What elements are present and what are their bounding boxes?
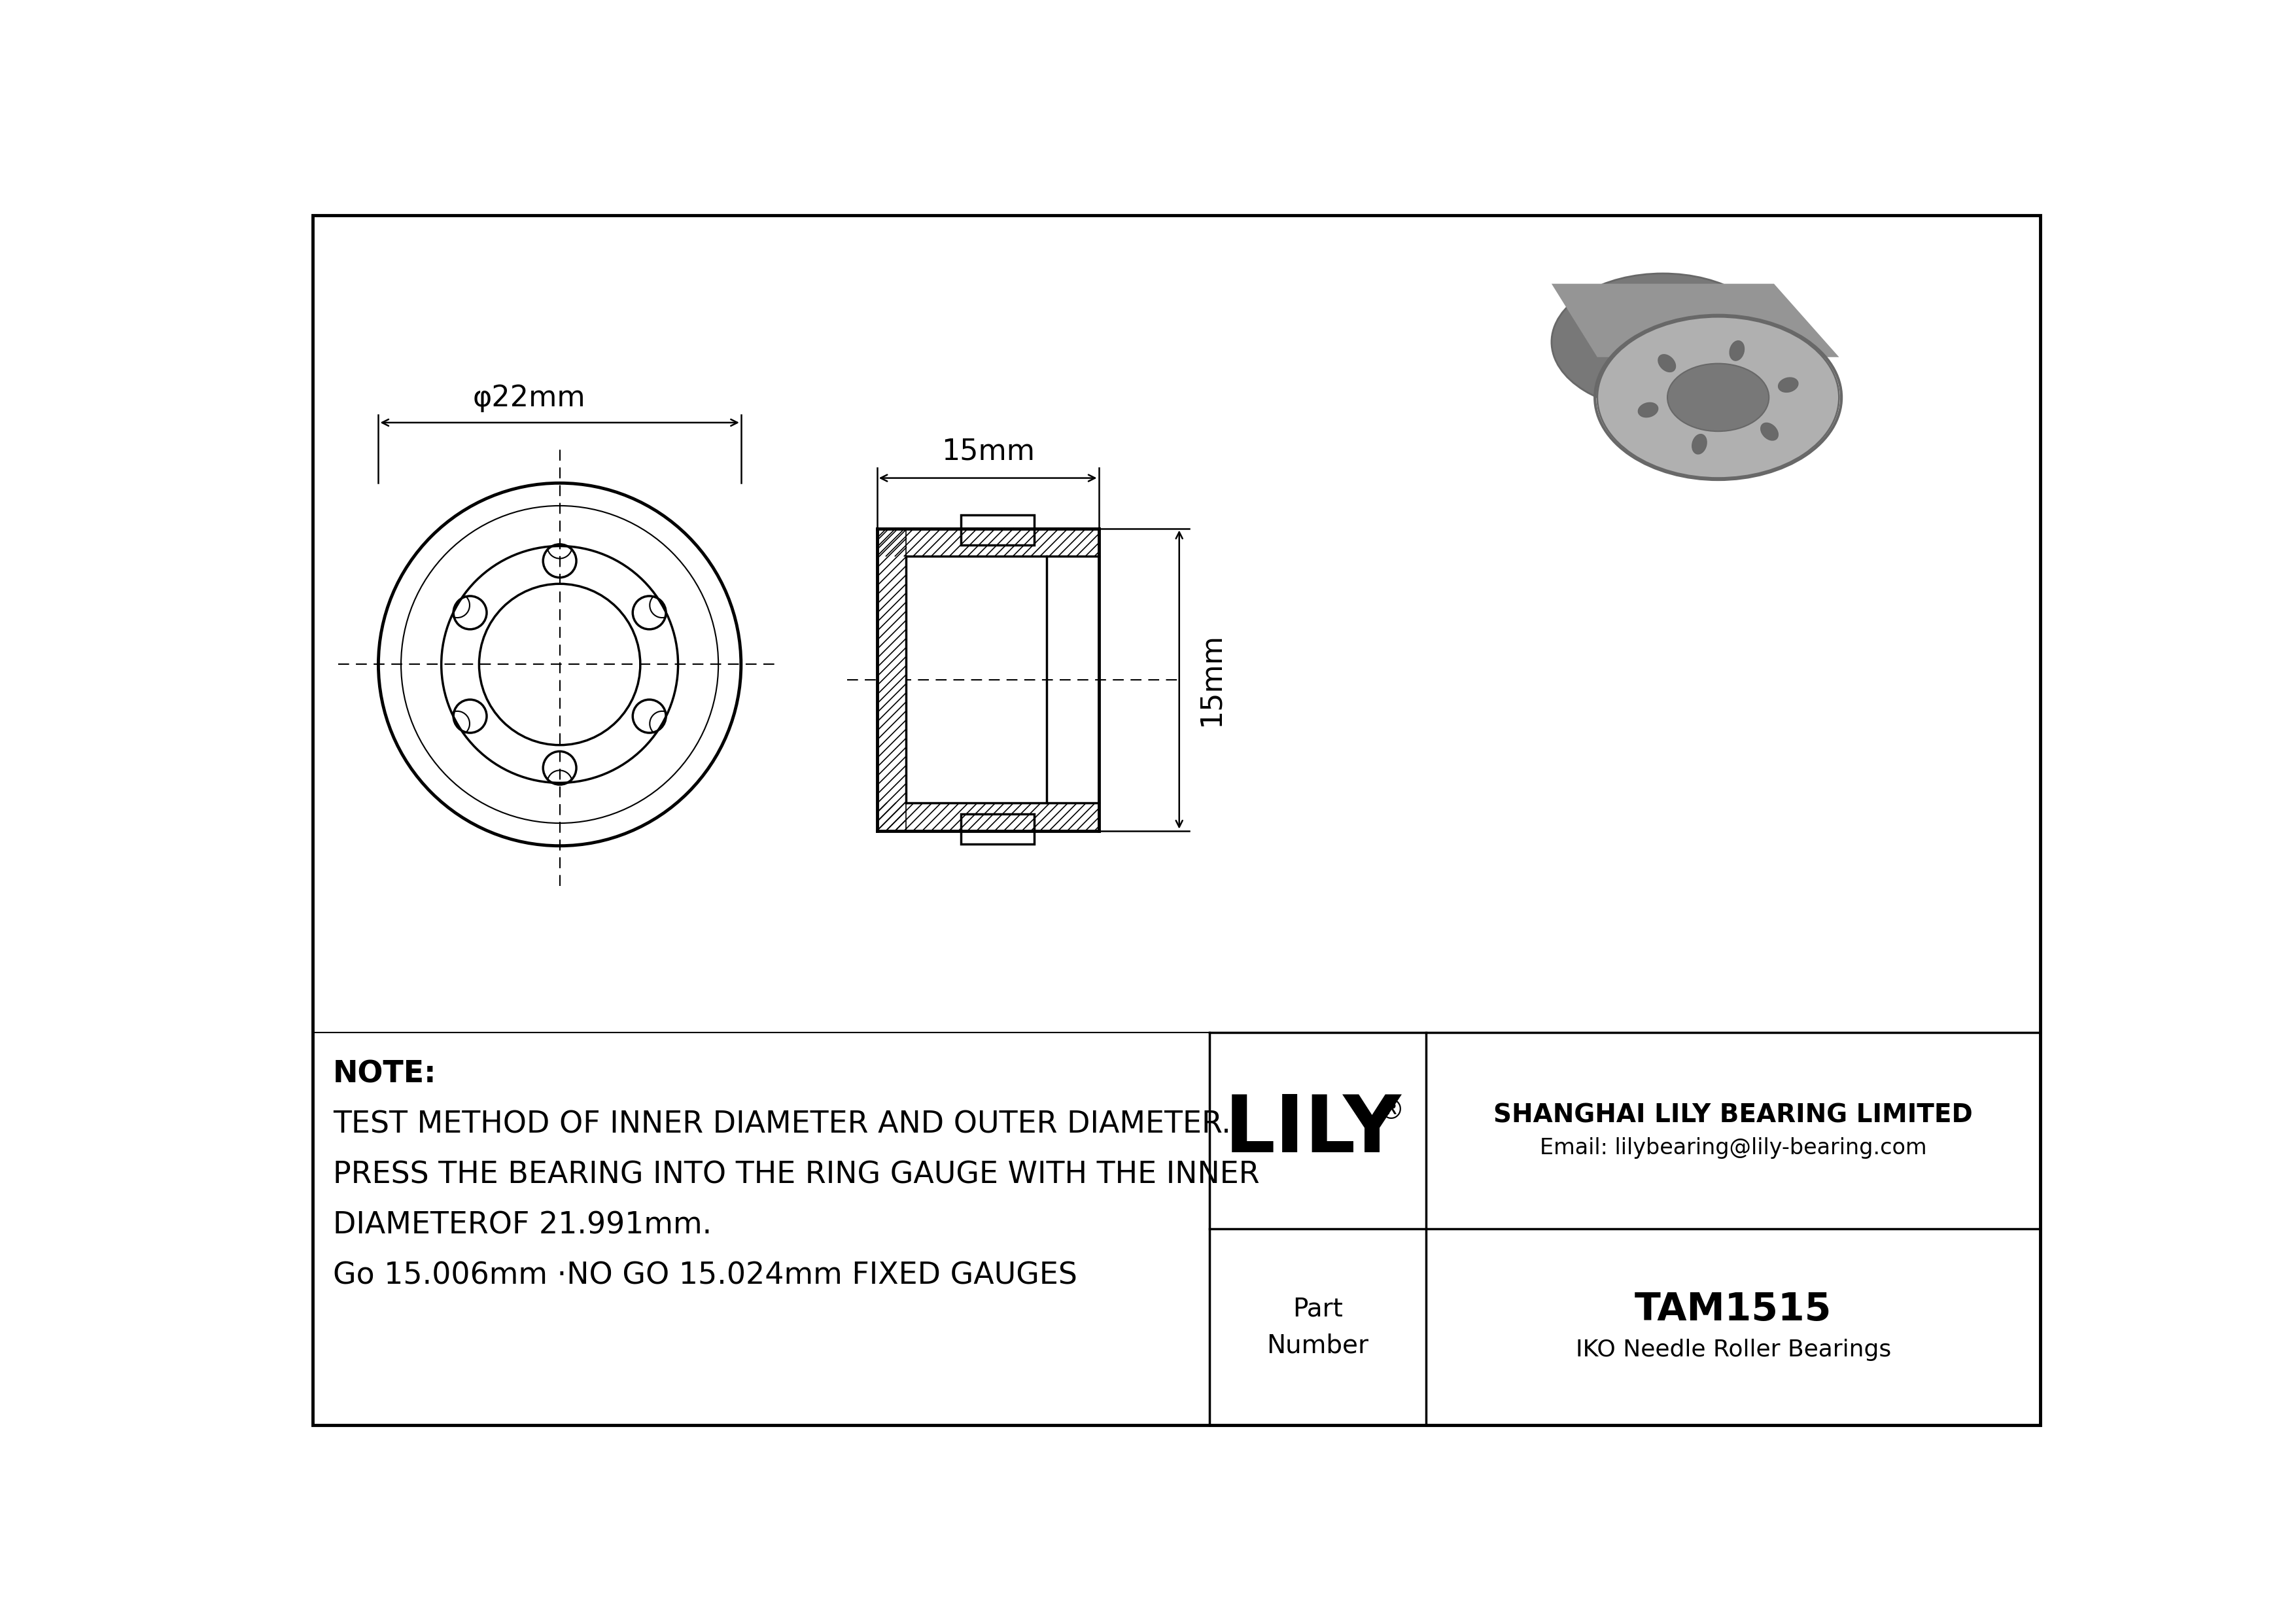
Text: Part
Number: Part Number [1267,1296,1368,1358]
Bar [877,528,907,831]
Bar [960,515,1033,546]
Ellipse shape [1598,317,1839,477]
Ellipse shape [1639,403,1658,417]
Text: 15mm: 15mm [1196,633,1226,726]
Ellipse shape [1667,364,1768,432]
Text: φ22mm: φ22mm [473,385,585,412]
Text: NOTE:: NOTE: [333,1060,436,1090]
Text: SHANGHAI LILY BEARING LIMITED: SHANGHAI LILY BEARING LIMITED [1495,1103,1972,1127]
Text: ®: ® [1378,1098,1405,1125]
Ellipse shape [1761,422,1777,440]
Ellipse shape [1658,354,1676,372]
Text: DIAMETEROF 21.991mm.: DIAMETEROF 21.991mm. [333,1212,712,1241]
Text: IKO Needle Roller Bearings: IKO Needle Roller Bearings [1575,1338,1892,1361]
Bar [877,528,1097,555]
Text: Go 15.006mm ·NO GO 15.024mm FIXED GAUGES: Go 15.006mm ·NO GO 15.024mm FIXED GAUGES [333,1262,1077,1291]
Bar [960,814,1033,844]
Text: 15mm: 15mm [941,437,1035,466]
Ellipse shape [1779,378,1798,391]
Bar [877,802,1097,831]
Text: Email: lilybearing@lily-bearing.com: Email: lilybearing@lily-bearing.com [1541,1137,1926,1160]
Polygon shape [1552,284,1839,357]
Text: TAM1515: TAM1515 [1635,1291,1832,1328]
Ellipse shape [1729,341,1745,361]
Text: LILY: LILY [1224,1093,1401,1169]
Text: TEST METHOD OF INNER DIAMETER AND OUTER DIAMETER.: TEST METHOD OF INNER DIAMETER AND OUTER … [333,1111,1231,1140]
Ellipse shape [1692,434,1706,455]
Ellipse shape [1552,273,1775,411]
Text: PRESS THE BEARING INTO THE RING GAUGE WITH THE INNER: PRESS THE BEARING INTO THE RING GAUGE WI… [333,1161,1261,1190]
